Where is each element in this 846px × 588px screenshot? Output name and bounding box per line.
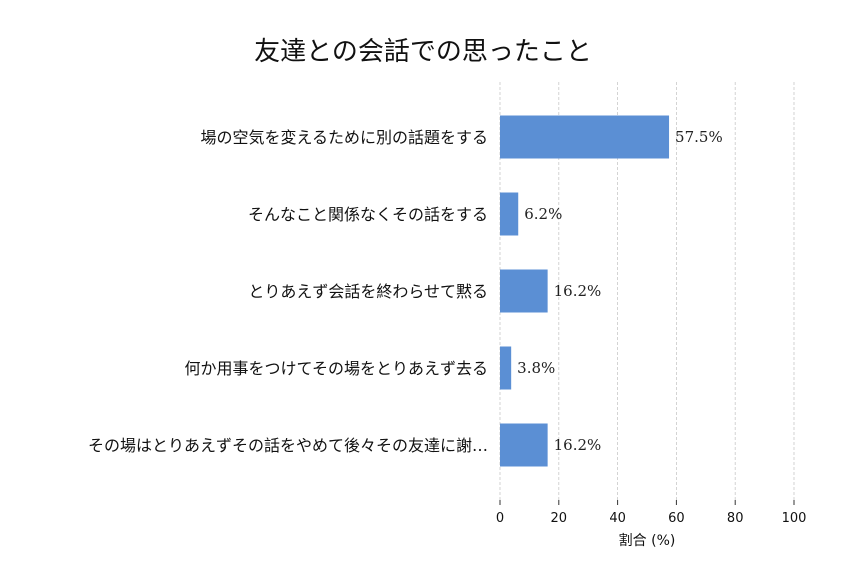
bar-value-label: 16.2% [554, 282, 602, 300]
bar [500, 423, 548, 467]
bar [500, 192, 519, 236]
bar-value-label: 3.8% [517, 359, 555, 377]
category-label: そんなこと関係なくその話をする [248, 205, 488, 224]
x-tick-label: 40 [609, 511, 626, 526]
category-label: 何か用事をつけてその場をとりあえず去る [184, 359, 488, 378]
bar [500, 269, 548, 313]
bar-value-label: 16.2% [554, 436, 602, 454]
bar-layer: 57.5% 6.2% 16.2% 3.8% 16.2% [500, 115, 723, 467]
x-axis: 0 20 40 60 80 100 [496, 500, 807, 526]
x-tick-label: 0 [496, 511, 504, 526]
bar-value-label: 6.2% [524, 205, 562, 223]
category-label: その場はとりあえずその話をやめて後々その友達に謝… [88, 436, 488, 455]
category-labels: 場の空気を変えるために別の話題をするそんなこと関係なくその話をするとりあえず会話… [88, 128, 488, 455]
x-tick-label: 20 [551, 511, 568, 526]
bar [500, 115, 670, 159]
chart-title: 友達との会話での思ったこと [254, 37, 592, 67]
bar-value-label: 57.5% [675, 128, 723, 146]
bar [500, 346, 512, 390]
category-label: 場の空気を変えるために別の話題をする [200, 128, 488, 147]
x-tick-label: 80 [727, 511, 744, 526]
x-axis-title: 割合 (%) [619, 532, 676, 549]
category-label: とりあえず会話を終わらせて黙る [248, 282, 488, 301]
x-tick-label: 100 [782, 511, 807, 526]
x-tick-label: 60 [668, 511, 685, 526]
